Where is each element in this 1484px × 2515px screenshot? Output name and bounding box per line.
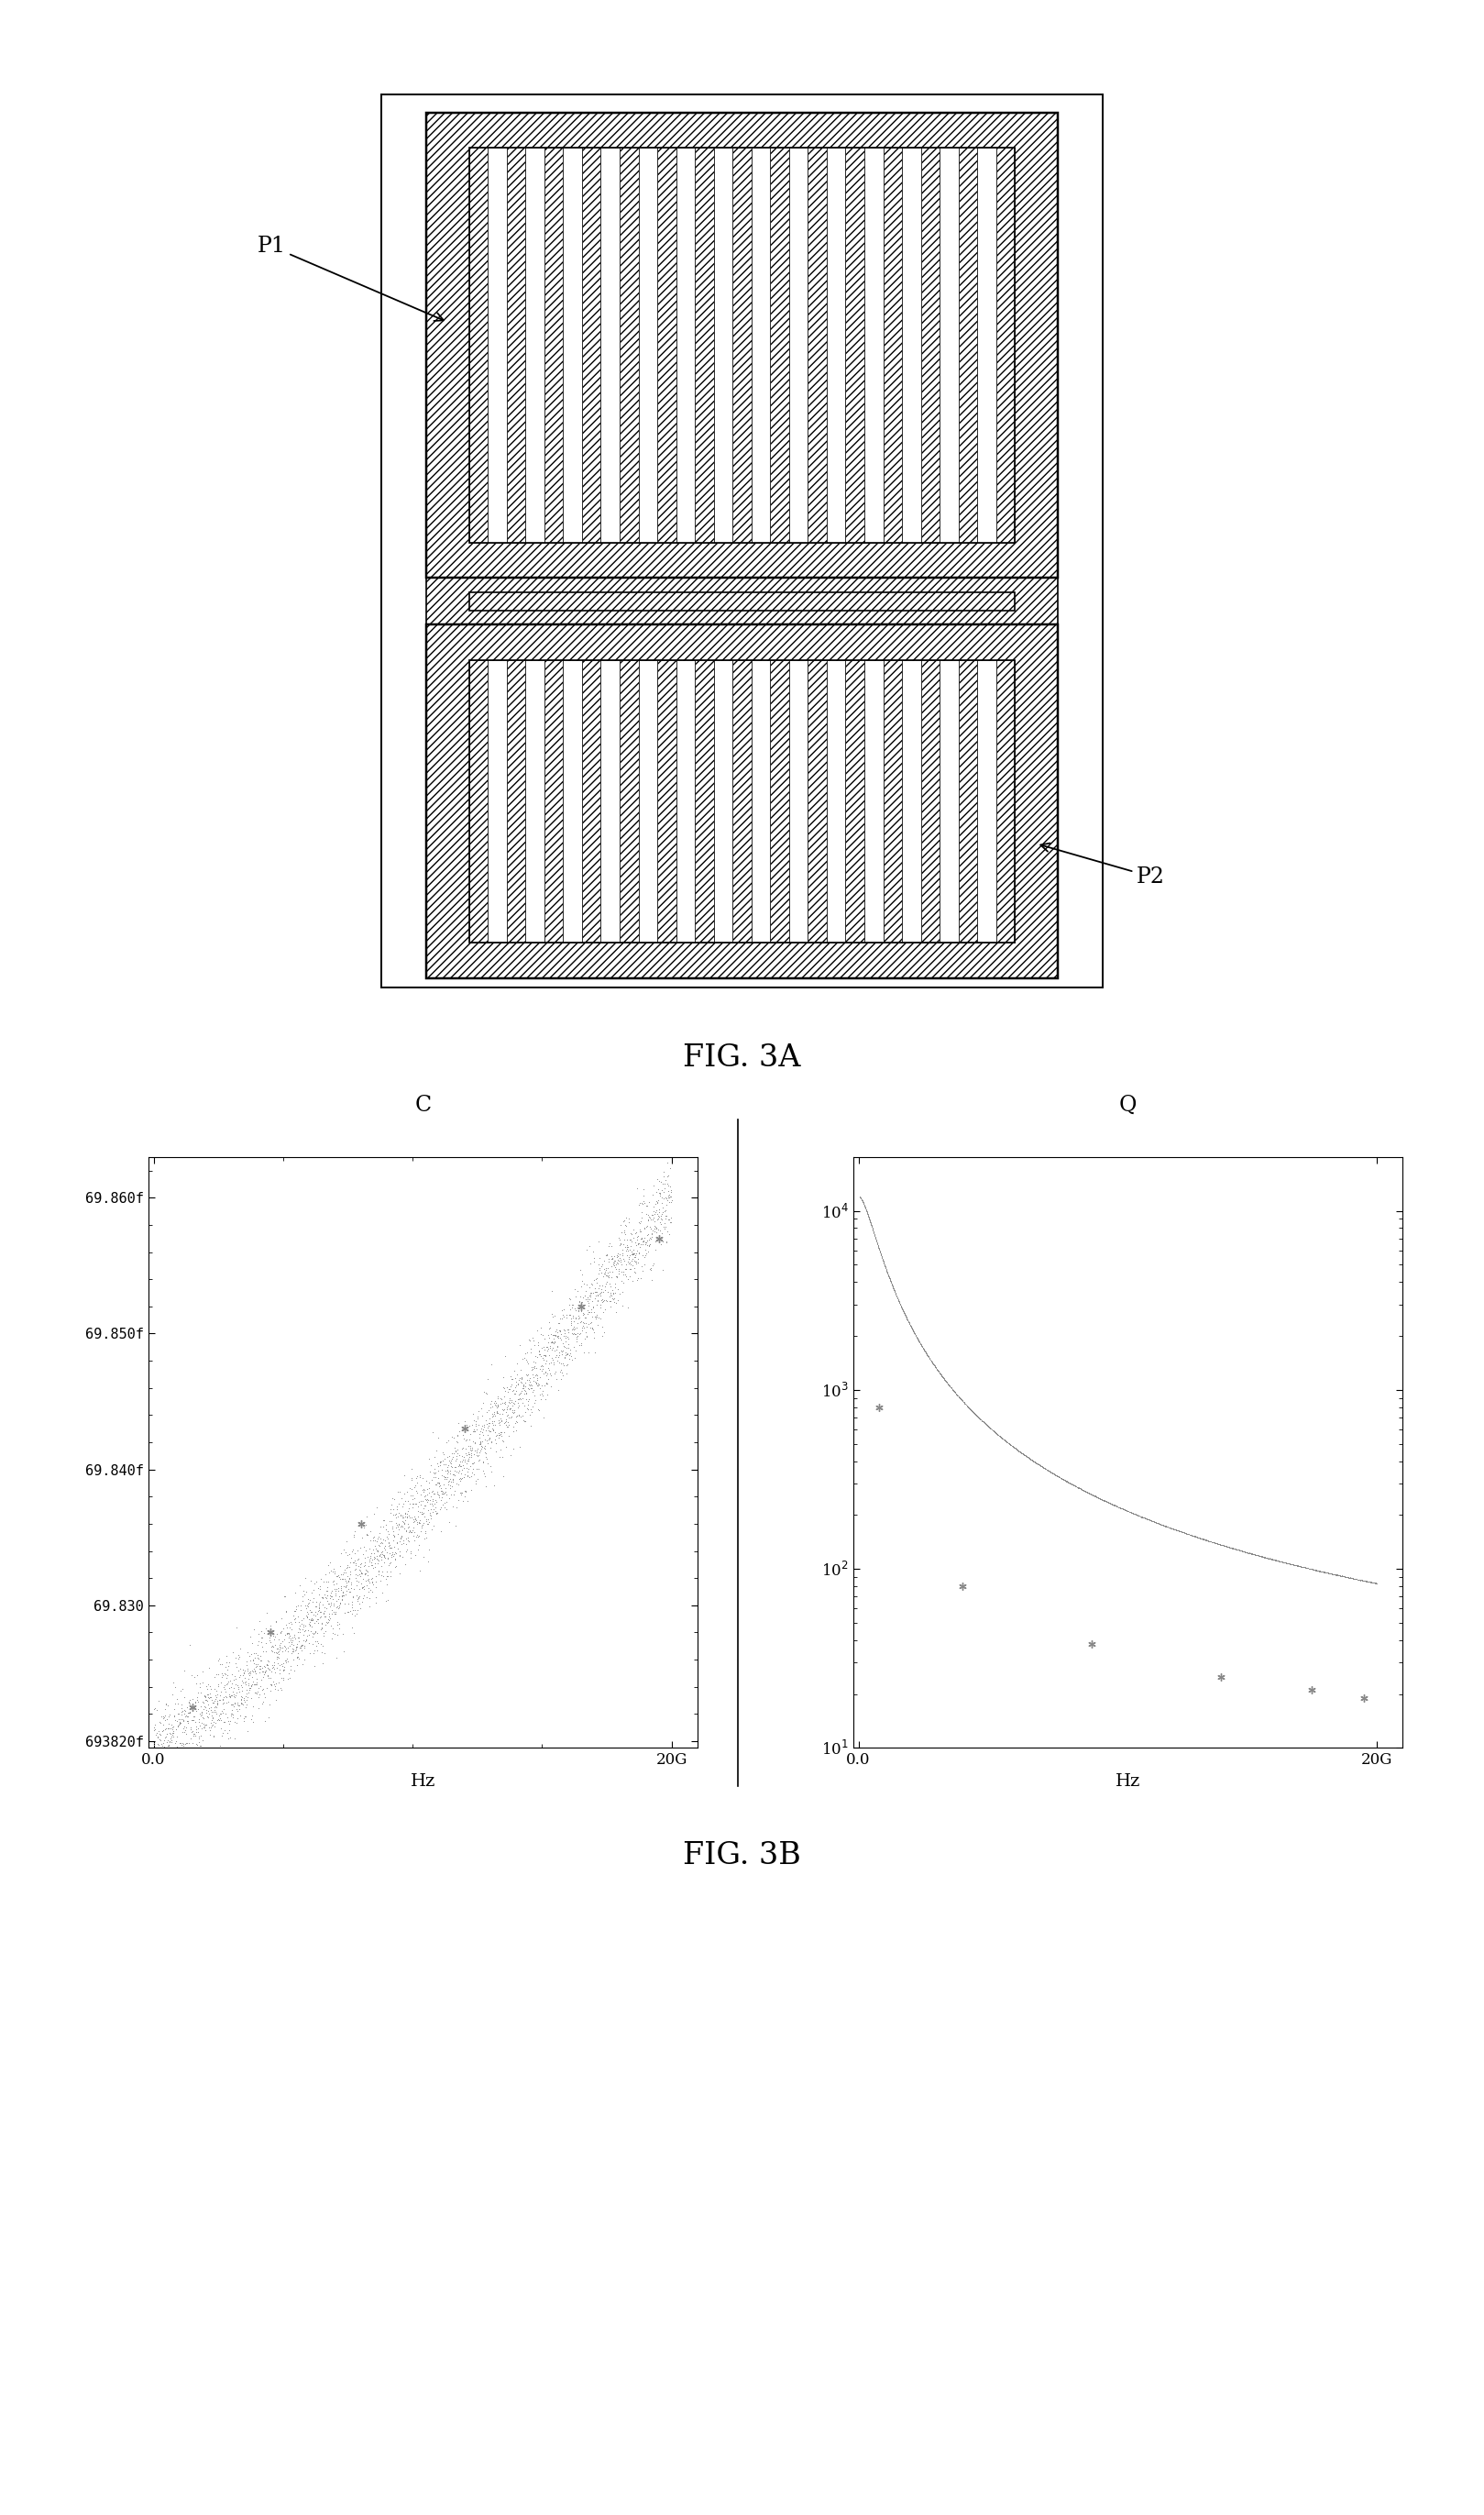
- Bar: [751, 148, 770, 543]
- Bar: [695, 148, 714, 543]
- Bar: [657, 659, 677, 943]
- Bar: [827, 659, 846, 943]
- X-axis label: Hz: Hz: [1116, 1773, 1140, 1791]
- Bar: [864, 148, 883, 543]
- Bar: [601, 148, 620, 543]
- Text: P2: P2: [1040, 843, 1165, 888]
- Bar: [381, 93, 1103, 988]
- Bar: [902, 148, 920, 543]
- Bar: [620, 148, 638, 543]
- Bar: [677, 148, 695, 543]
- Bar: [601, 659, 620, 943]
- Bar: [469, 148, 1015, 543]
- Bar: [996, 148, 1015, 543]
- Bar: [733, 148, 751, 543]
- Bar: [426, 624, 1058, 978]
- Bar: [902, 659, 920, 943]
- Bar: [545, 659, 564, 943]
- Bar: [488, 148, 506, 543]
- Bar: [545, 148, 564, 543]
- Bar: [714, 148, 733, 543]
- Bar: [846, 659, 864, 943]
- Bar: [959, 659, 978, 943]
- Bar: [564, 659, 582, 943]
- Bar: [506, 148, 525, 543]
- Bar: [920, 659, 939, 943]
- Bar: [426, 624, 1058, 978]
- Text: FIG. 3B: FIG. 3B: [683, 1841, 801, 1871]
- Text: P1: P1: [257, 236, 444, 322]
- Bar: [657, 148, 677, 543]
- Bar: [582, 659, 601, 943]
- Text: C: C: [414, 1094, 432, 1117]
- Bar: [959, 148, 978, 543]
- Bar: [883, 659, 902, 943]
- Bar: [920, 148, 939, 543]
- Bar: [564, 148, 582, 543]
- Bar: [807, 659, 827, 943]
- Bar: [770, 659, 789, 943]
- X-axis label: Hz: Hz: [411, 1773, 435, 1791]
- Text: FIG. 3A: FIG. 3A: [683, 1044, 801, 1074]
- Bar: [864, 659, 883, 943]
- Bar: [638, 148, 657, 543]
- Text: Q: Q: [1119, 1094, 1137, 1117]
- Bar: [677, 659, 695, 943]
- Bar: [789, 659, 807, 943]
- Bar: [469, 659, 488, 943]
- Bar: [733, 659, 751, 943]
- Bar: [827, 148, 846, 543]
- Bar: [638, 659, 657, 943]
- Bar: [525, 148, 545, 543]
- Bar: [506, 659, 525, 943]
- Bar: [620, 659, 638, 943]
- Bar: [996, 659, 1015, 943]
- Bar: [807, 148, 827, 543]
- Bar: [939, 659, 959, 943]
- Bar: [883, 148, 902, 543]
- Bar: [978, 148, 996, 543]
- Bar: [695, 659, 714, 943]
- Bar: [469, 591, 1015, 611]
- Bar: [582, 148, 601, 543]
- Bar: [751, 659, 770, 943]
- Bar: [488, 659, 506, 943]
- Bar: [525, 659, 545, 943]
- Bar: [789, 148, 807, 543]
- Bar: [714, 659, 733, 943]
- Bar: [426, 113, 1058, 578]
- Bar: [978, 659, 996, 943]
- Bar: [469, 148, 488, 543]
- Bar: [770, 148, 789, 543]
- Bar: [939, 148, 959, 543]
- Bar: [426, 578, 1058, 624]
- Bar: [846, 148, 864, 543]
- Bar: [426, 113, 1058, 578]
- Bar: [469, 659, 1015, 943]
